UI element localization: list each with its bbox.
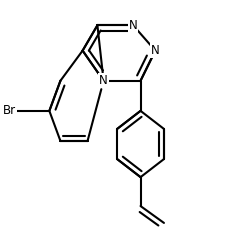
Text: N: N (151, 44, 160, 57)
Text: N: N (99, 74, 108, 87)
Text: Br: Br (3, 104, 16, 117)
Text: N: N (129, 19, 137, 32)
